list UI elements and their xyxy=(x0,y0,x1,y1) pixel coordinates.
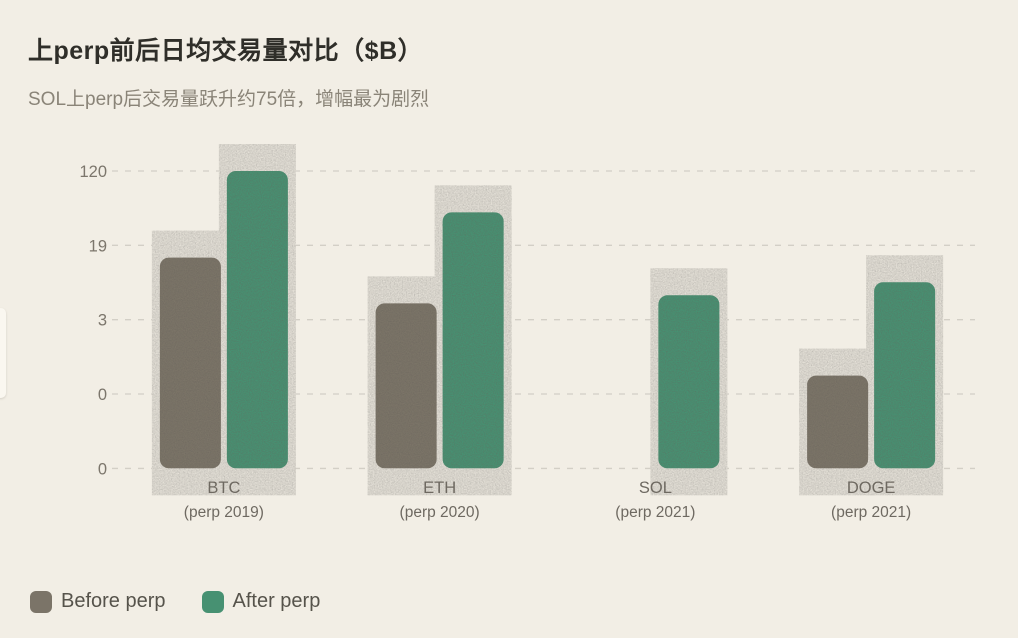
bar-doge-before-perp xyxy=(807,375,869,469)
x-category-label-btc: BTC xyxy=(207,479,240,497)
bar-btc-after-perp xyxy=(226,171,288,469)
y-tick-label-4: 0 xyxy=(98,460,107,478)
x-category-label-eth: ETH xyxy=(423,479,456,497)
y-tick-label-2: 3 xyxy=(98,312,107,330)
legend-label-before-perp: Before perp xyxy=(61,590,166,612)
legend-item-before-perp: Before perp xyxy=(30,590,166,613)
x-category-label-sol: SOL xyxy=(639,479,672,497)
bar-eth-after-perp xyxy=(442,212,504,469)
x-category-sublabel-btc: (perp 2019) xyxy=(184,504,264,521)
page-subtitle: SOL上perp后交易量跃升约75倍，增幅最为剧烈 xyxy=(28,89,430,110)
x-category-label-doge: DOGE xyxy=(847,479,896,497)
bar-btc-before-perp xyxy=(159,257,221,469)
bar-eth-before-perp xyxy=(375,303,437,469)
y-tick-label-0: 120 xyxy=(79,163,107,181)
page-title: 上perp前后日均交易量对比（$B） xyxy=(28,37,424,65)
x-category-sublabel-doge: (perp 2021) xyxy=(831,504,911,521)
legend-label-after-perp: After perp xyxy=(232,590,321,612)
x-category-sublabel-sol: (perp 2021) xyxy=(615,504,695,521)
left-edge-artifact xyxy=(0,308,6,398)
legend-swatch-before-perp xyxy=(30,590,52,613)
legend: Before perp After perp xyxy=(30,590,320,613)
x-category-sublabel-eth: (perp 2020) xyxy=(400,504,480,521)
bar-doge-after-perp xyxy=(874,282,936,469)
y-tick-label-3: 0 xyxy=(98,386,107,404)
legend-item-after-perp: After perp xyxy=(201,590,321,613)
y-tick-label-1: 19 xyxy=(89,237,107,255)
legend-swatch-after-perp xyxy=(201,590,224,613)
bar-chart: 120 19 3 0 0 BTC (perp 2019) ETH (perp 2020) SOL (… xyxy=(79,144,975,521)
bar-sol-after-perp xyxy=(658,295,720,469)
